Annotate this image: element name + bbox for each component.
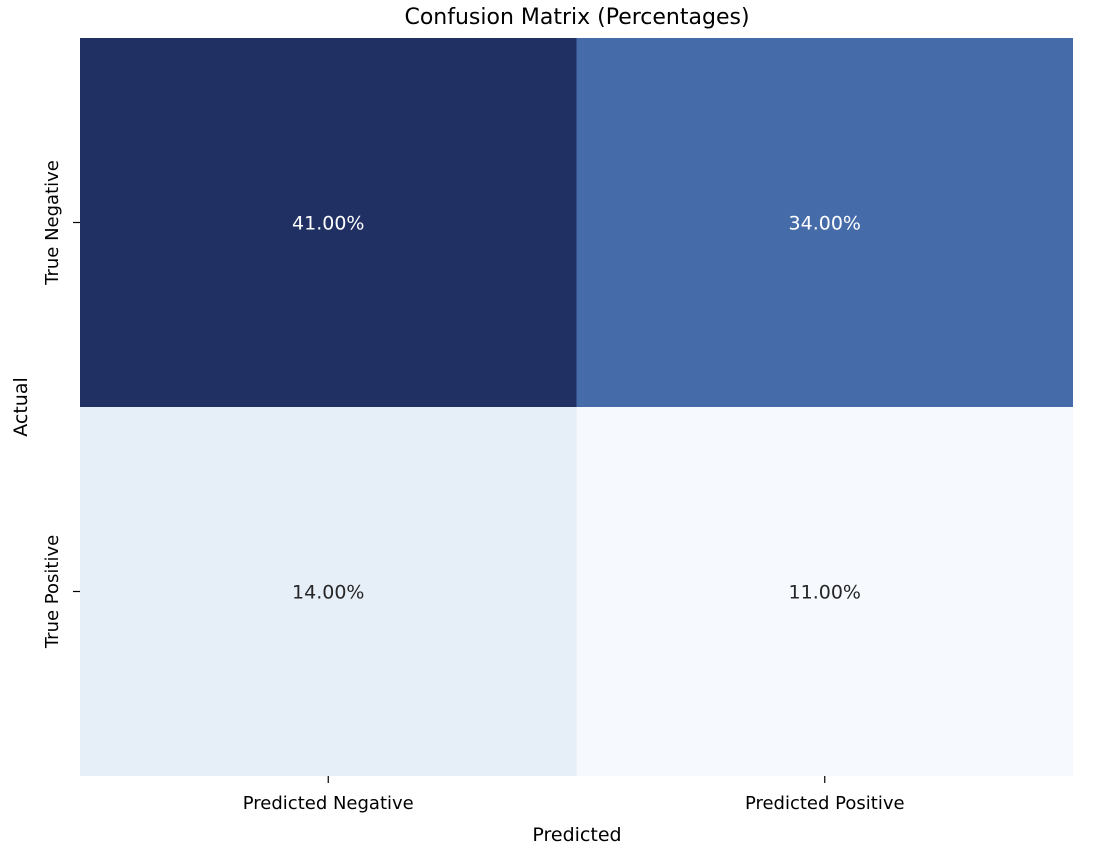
x-axis-label: Predicted xyxy=(532,824,621,846)
heatmap-cell-r0-c1 xyxy=(576,38,1073,407)
heatmap-cell-r1-c0 xyxy=(80,407,577,776)
heatmap-cell-labels: 41.00% 34.00% 14.00% 11.00% xyxy=(292,213,861,604)
cell-value-label-r0-c1: 34.00% xyxy=(789,213,861,235)
x-tick-label-1: Predicted Positive xyxy=(745,793,905,814)
y-tick-label-1: True Positive xyxy=(42,535,63,649)
cell-value-label-r1-c0: 14.00% xyxy=(292,582,364,604)
x-axis-ticks: Predicted Negative Predicted Positive xyxy=(243,776,905,814)
y-axis-ticks: True Negative True Positive xyxy=(42,160,80,649)
y-tick-label-0: True Negative xyxy=(42,160,63,286)
y-axis-label: Actual xyxy=(10,377,32,437)
x-tick-label-0: Predicted Negative xyxy=(243,793,414,814)
cell-value-label-r1-c1: 11.00% xyxy=(789,582,861,604)
chart-title: Confusion Matrix (Percentages) xyxy=(404,5,749,30)
heatmap-cells xyxy=(80,38,1073,776)
heatmap-cell-r1-c1 xyxy=(576,407,1073,776)
heatmap-cell-r0-c0 xyxy=(80,38,577,407)
cell-value-label-r0-c0: 41.00% xyxy=(292,213,364,235)
